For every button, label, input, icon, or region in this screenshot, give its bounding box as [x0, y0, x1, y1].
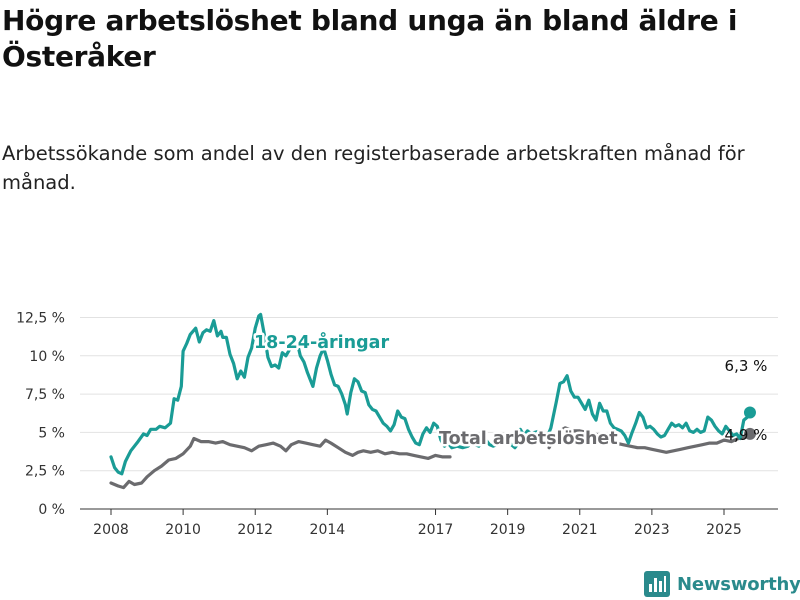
- y-gridlines: [80, 317, 778, 472]
- x-tick-label: 2023: [634, 522, 670, 538]
- x-tick-label: 2008: [93, 522, 129, 538]
- series-label-youth: 18-24-åringar: [254, 331, 389, 353]
- series-line-total-late: [547, 426, 752, 454]
- end-point-youth: [743, 406, 756, 419]
- series-line-total-early: [109, 436, 452, 490]
- x-tick-label: 2014: [310, 522, 346, 538]
- x-tick-label: 2019: [490, 522, 526, 538]
- newsworthy-logo[interactable]: Newsworthy: [644, 569, 800, 599]
- series-line-youth: [109, 312, 752, 476]
- x-tick-label: 2025: [706, 522, 742, 538]
- series-label-total: Total arbetslöshet: [439, 429, 618, 449]
- x-tick-label: 2012: [237, 522, 273, 538]
- y-tick-label: 5 %: [38, 425, 65, 441]
- y-tick-label: 0 %: [38, 502, 65, 518]
- end-value-label-youth: 6,3 %: [725, 357, 768, 375]
- bar-chart-logo-icon: [644, 571, 670, 597]
- brand-name: Newsworthy: [677, 573, 800, 595]
- series-labels: 18-24-åringar Total arbetslöshet 6,3 % 4…: [252, 329, 768, 452]
- y-axis-tick-labels: 0 % 2,5 % 5 % 7,5 % 10 % 12,5 %: [16, 311, 65, 519]
- x-tick-label: 2021: [562, 522, 598, 538]
- end-value-label-total: 4,9 %: [725, 426, 768, 444]
- x-axis: 2008 2010 2012 2014 2017 2019 2021 2023 2025: [80, 508, 778, 538]
- y-tick-label: 2,5 %: [25, 464, 65, 480]
- y-tick-label: 10 %: [29, 349, 65, 365]
- y-tick-label: 12,5 %: [16, 311, 65, 327]
- y-tick-label: 7,5 %: [25, 387, 65, 403]
- x-tick-label: 2017: [418, 522, 454, 538]
- x-tick-label: 2010: [165, 522, 201, 538]
- end-point-total: [743, 427, 756, 440]
- series-lines: [109, 312, 756, 490]
- chart-subtitle: Arbetssökande som andel av den registerb…: [2, 142, 745, 194]
- chart-title: Högre arbetslöshet bland unga än bland ä…: [2, 4, 738, 73]
